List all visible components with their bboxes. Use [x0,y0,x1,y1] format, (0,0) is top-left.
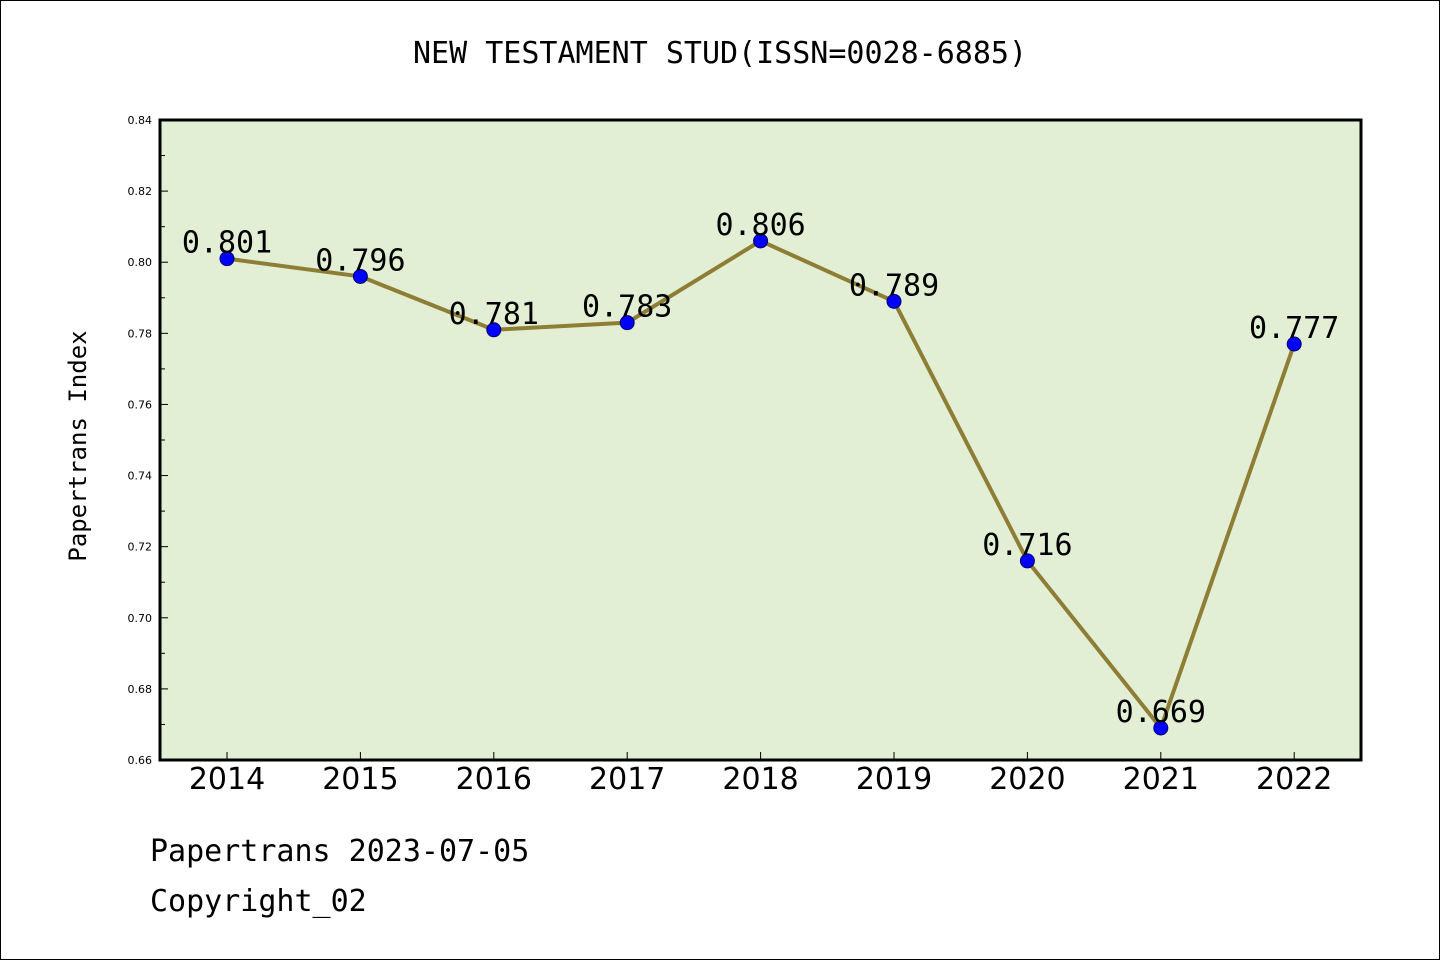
data-point [886,293,902,309]
footer-copyright: Copyright_02 [150,884,367,919]
series-markers [219,233,1302,736]
y-tick-label: 0.76 [128,398,153,411]
x-tick-label: 2022 [1256,762,1332,797]
plot-border [158,118,1363,762]
data-point [352,268,368,284]
plot-area [160,120,1361,760]
data-label: 0.806 [715,208,805,243]
data-point [753,233,769,249]
data-point [1019,553,1035,569]
data-label: 0.783 [582,290,672,325]
data-point [1286,336,1302,352]
data-label: 0.789 [849,268,939,303]
y-tick-label: 0.66 [128,754,153,767]
footer-date: Papertrans 2023-07-05 [150,834,530,869]
y-tick-label: 0.72 [128,541,153,554]
chart-title: NEW TESTAMENT STUD(ISSN=0028-6885) [412,36,1028,71]
data-label: 0.781 [449,297,539,332]
data-label: 0.669 [1116,695,1206,730]
y-tick-label: 0.74 [128,470,153,483]
data-point [486,322,502,338]
y-tick-label: 0.68 [128,683,153,696]
data-label: 0.801 [182,226,272,261]
y-tick-label: 0.82 [128,185,153,198]
x-tick-label: 2014 [189,762,265,797]
x-tick-label: 2019 [856,762,932,797]
x-tick-label: 2018 [722,762,798,797]
data-point [619,315,635,331]
y-tick-label: 0.80 [128,256,153,269]
y-tick-label: 0.70 [128,612,153,625]
y-tick-label: 0.84 [128,114,153,127]
data-point [1153,720,1169,736]
data-label: 0.796 [315,243,405,278]
x-tick-label: 2017 [589,762,665,797]
x-tick-label: 2021 [1123,762,1199,797]
x-axis: 2014 2015 2016 2017 2018 2019 2020 2021 2022 [189,752,1332,797]
y-axis: 0.66 0.68 0.70 0.72 0.74 0.76 0.78 0.80 0.82 0.84 [128,114,168,767]
data-label: 0.777 [1249,311,1339,346]
data-point [219,251,235,267]
y-tick-label: 0.78 [128,327,153,340]
x-tick-label: 2020 [989,762,1065,797]
data-label: 0.716 [982,528,1072,563]
data-labels: 0.801 0.796 0.781 0.783 0.806 0.789 0.716 0.669… [182,208,1340,730]
x-tick-label: 2015 [322,762,398,797]
x-tick-label: 2016 [456,762,532,797]
